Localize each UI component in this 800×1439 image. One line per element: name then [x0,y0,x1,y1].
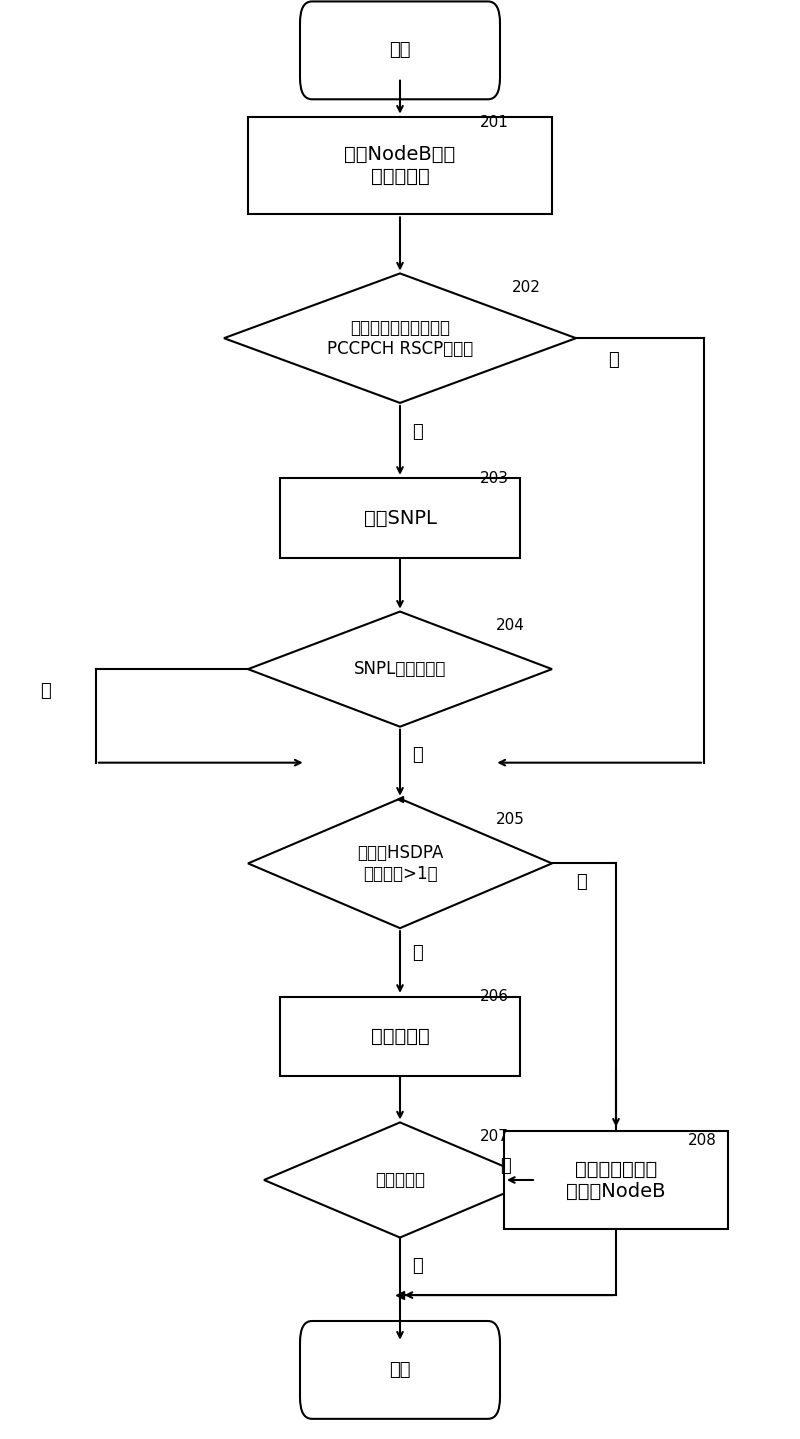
Text: 存在服务小区和邻区的
PCCPCH RSCP信息？: 存在服务小区和邻区的 PCCPCH RSCP信息？ [327,319,473,357]
FancyBboxPatch shape [300,1321,500,1419]
Text: 204: 204 [496,619,525,633]
Text: 否: 否 [40,682,50,699]
Text: 206: 206 [480,990,509,1004]
Text: 是: 是 [412,944,422,961]
Text: 否: 否 [500,1157,510,1174]
Text: 配置的HSDPA
载波条数>1？: 配置的HSDPA 载波条数>1？ [357,845,443,882]
FancyBboxPatch shape [280,478,520,557]
FancyBboxPatch shape [300,1,500,99]
Polygon shape [264,1122,536,1238]
Polygon shape [248,799,552,928]
Text: 203: 203 [480,472,509,486]
Text: 否: 否 [608,351,618,368]
Text: SNPL小于门限？: SNPL小于门限？ [354,661,446,678]
Polygon shape [248,612,552,727]
Text: 计算SNPL: 计算SNPL [363,508,437,528]
Text: 开始: 开始 [390,42,410,59]
Text: 接收NodeB上报
的干扰用户: 接收NodeB上报 的干扰用户 [344,145,456,186]
Text: 是: 是 [412,747,422,764]
Text: 切换成功？: 切换成功？ [375,1171,425,1189]
Text: 207: 207 [480,1130,509,1144]
FancyBboxPatch shape [504,1131,728,1229]
Text: 205: 205 [496,813,525,827]
Text: 将当前干扰用户
回报给NodeB: 将当前干扰用户 回报给NodeB [566,1160,666,1200]
Text: 结束: 结束 [390,1361,410,1379]
Text: 208: 208 [688,1134,717,1148]
Text: 小区内切换: 小区内切换 [370,1026,430,1046]
Text: 202: 202 [512,281,541,295]
FancyBboxPatch shape [280,996,520,1076]
Polygon shape [224,273,576,403]
Text: 是: 是 [412,1258,422,1275]
Text: 是: 是 [412,423,422,440]
Text: 否: 否 [576,873,586,891]
FancyBboxPatch shape [248,117,552,214]
Text: 201: 201 [480,115,509,130]
